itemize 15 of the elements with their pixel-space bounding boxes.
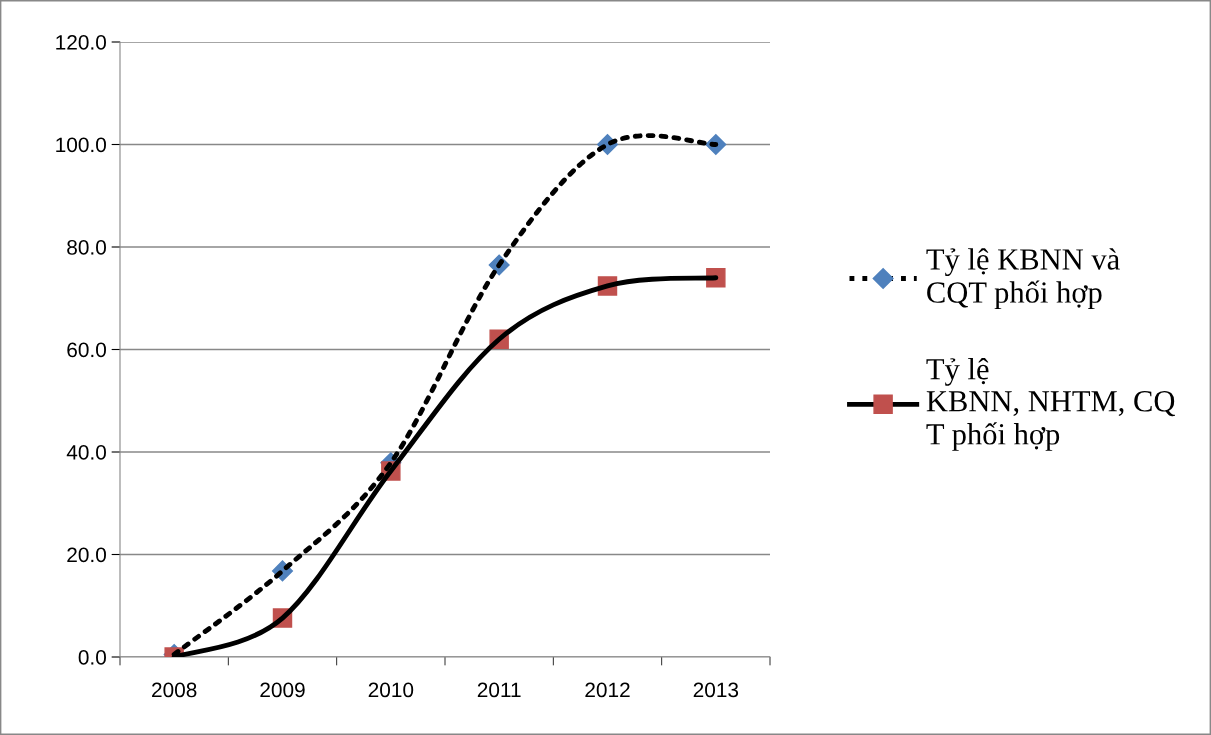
y-tick-label: 100.0 xyxy=(56,137,106,153)
x-tick-label: 2013 xyxy=(693,682,739,698)
legend-label: Tỷ lệ KBNN, NHTM, CQ T phối hợp xyxy=(926,357,1175,451)
x-tick-label: 2010 xyxy=(368,682,414,698)
y-tick-label: 60.0 xyxy=(67,342,106,358)
x-tick-label: 2011 xyxy=(477,682,521,698)
y-tick-label: 40.0 xyxy=(66,445,106,460)
x-tick-label: 2012 xyxy=(585,682,630,698)
y-tick-label: 0.0 xyxy=(78,650,106,665)
x-tick-label: 2009 xyxy=(260,682,305,698)
y-tick-label: 20.0 xyxy=(67,547,106,563)
x-tick-label: 2008 xyxy=(152,682,197,698)
legend-label: Tỷ lệ KBNN và CQT phối hợp xyxy=(926,248,1120,310)
y-tick-label: 80.0 xyxy=(67,240,106,255)
y-tick-label: 120.0 xyxy=(56,35,106,50)
